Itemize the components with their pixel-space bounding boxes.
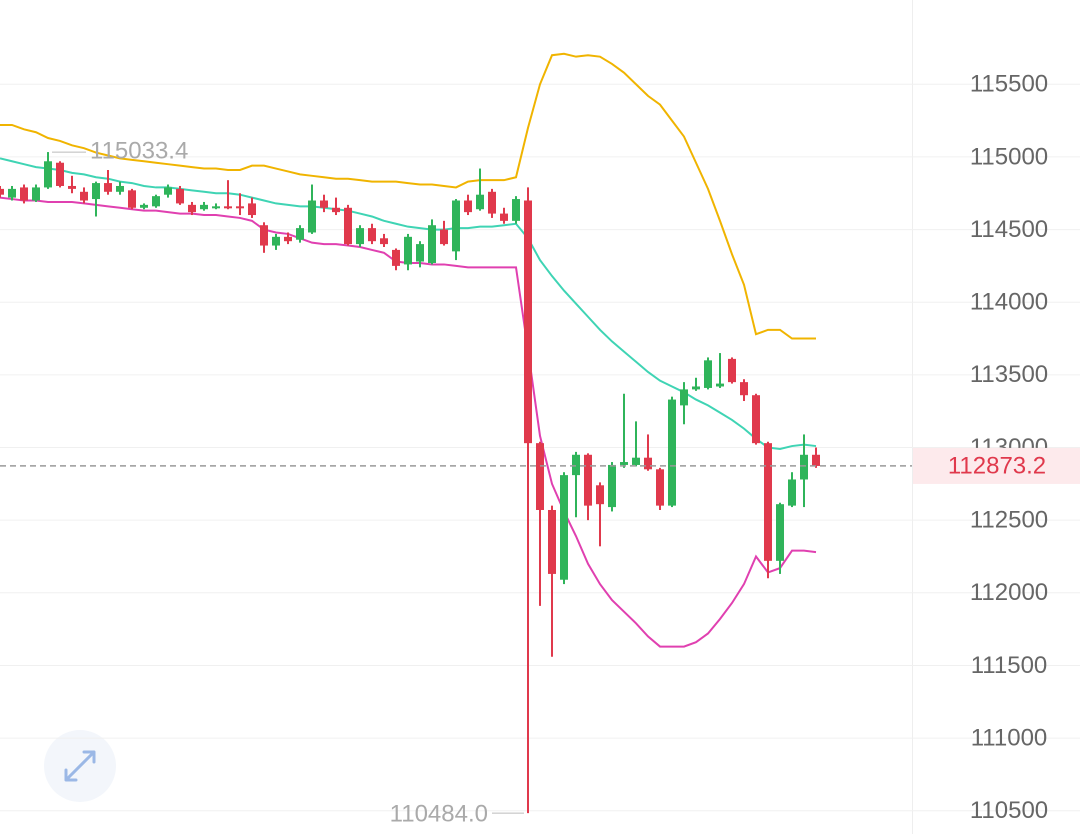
- candle-body: [344, 207, 352, 245]
- candle-body: [56, 162, 64, 186]
- candle-body: [284, 236, 292, 242]
- y-tick-label: 114500: [970, 216, 1048, 243]
- candle-body: [680, 389, 688, 406]
- candle-body: [236, 206, 244, 209]
- candle-body: [548, 509, 556, 574]
- candle-body: [596, 485, 604, 505]
- candle-body: [116, 185, 124, 192]
- candle-body: [572, 454, 580, 476]
- candle-body: [656, 469, 664, 506]
- y-tick-label: 111000: [971, 724, 1048, 751]
- candle-body: [392, 249, 400, 266]
- candle-body: [692, 386, 700, 390]
- candle-body: [224, 206, 232, 209]
- y-tick-label: 115000: [970, 143, 1048, 170]
- candle-body: [164, 187, 172, 195]
- candle-body: [320, 200, 328, 208]
- y-tick-label: 111500: [971, 652, 1048, 679]
- expand-button[interactable]: [44, 730, 116, 802]
- candle-body: [128, 190, 136, 208]
- y-tick-label: 112500: [970, 507, 1048, 534]
- candle-body: [8, 188, 16, 198]
- candle-body: [176, 188, 184, 204]
- candle-body: [584, 454, 592, 506]
- candle-body: [248, 203, 256, 216]
- expand-icon[interactable]: [64, 750, 96, 782]
- candle-body: [104, 183, 112, 192]
- y-tick-label: 115500: [970, 71, 1048, 98]
- candle-body: [92, 183, 100, 200]
- candle-body: [788, 479, 796, 506]
- candle-body: [368, 228, 376, 242]
- candle-body: [620, 462, 628, 465]
- candle-body: [428, 225, 436, 263]
- candle-body: [740, 382, 748, 396]
- candle-body: [440, 229, 448, 245]
- candle-body: [80, 191, 88, 201]
- candle-body: [632, 457, 640, 465]
- candle-body: [704, 360, 712, 388]
- candle-body: [140, 204, 148, 208]
- y-tick-label: 114000: [970, 289, 1048, 316]
- last-price-box: [913, 447, 1080, 484]
- candle-body: [44, 161, 52, 188]
- candle-body: [488, 191, 496, 214]
- y-tick-label: 110500: [970, 797, 1048, 824]
- candle-body: [380, 238, 388, 245]
- candle-body: [800, 454, 808, 480]
- candle-body: [212, 206, 220, 209]
- candle-body: [296, 228, 304, 240]
- candle-body: [332, 207, 340, 213]
- candle-body: [68, 185, 76, 189]
- candle-body: [152, 196, 160, 207]
- y-tick-label: 113500: [970, 361, 1048, 388]
- candle-body: [476, 194, 484, 210]
- candle-body: [32, 187, 40, 201]
- candle-body: [776, 504, 784, 561]
- candle-body: [20, 187, 28, 201]
- candle-body: [356, 228, 364, 245]
- candle-body: [512, 199, 520, 221]
- candle-body: [536, 443, 544, 510]
- max-label: 115033.4: [90, 137, 188, 164]
- candle-body: [560, 475, 568, 580]
- candle-body: [188, 204, 196, 213]
- candle-body: [308, 200, 316, 233]
- candle-body: [0, 188, 4, 195]
- candle-body: [716, 383, 724, 387]
- candle-body: [752, 395, 760, 444]
- y-tick-label: 112000: [970, 579, 1048, 606]
- candle-body: [464, 200, 472, 213]
- candle-body: [404, 236, 412, 265]
- candle-body: [764, 443, 772, 561]
- candle-body: [644, 457, 652, 470]
- candle-body: [812, 454, 820, 466]
- candle-body: [728, 358, 736, 383]
- candle-body: [260, 225, 268, 246]
- min-label: 110484.0: [390, 800, 488, 827]
- candle-body: [416, 244, 424, 262]
- candle-body: [500, 213, 508, 221]
- band-line: [0, 52, 816, 340]
- candle-body: [668, 399, 676, 506]
- candle-body: [272, 236, 280, 246]
- candle-body: [524, 200, 532, 444]
- candle-body: [200, 204, 208, 210]
- last-price-label: 112873.2: [948, 452, 1046, 479]
- candle-body: [608, 464, 616, 508]
- candle-body: [452, 200, 460, 252]
